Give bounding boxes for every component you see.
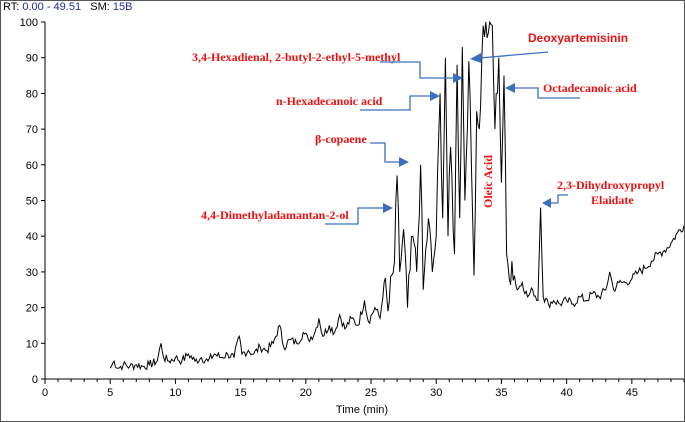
annotation-dihydroxypropyl: 2,3-Dihydroxypropyl [557,178,665,192]
arrow-deoxyartemisinin [479,51,549,59]
range-header: RT: 0.00 - 49.51 SM: 15B [3,1,132,13]
annotation-copaene: β-copaene [315,132,367,146]
y-tick-label: 50 [26,196,38,208]
y-tick-label: 40 [26,231,38,243]
arrow-hexadienal [380,61,455,79]
chromatogram-trace [109,20,685,371]
annotation-hexadienal: 3,4-Hexadienal, 2-butyl-2-ethyl-5-methyl [192,50,401,64]
arrow-hexadecanoic [360,95,431,111]
ticks: 0 5 10 15 20 25 30 35 40 45 0 10 20 30 40 50 60 70 80 90 100 [20,17,685,399]
y-tick-label: 20 [26,303,38,315]
arrow-elaidate-head [542,198,551,208]
sm-value: 15B [112,1,133,13]
annotation-hexadecanoic: n-Hexadecanoic acid [276,94,383,108]
y-tick-label: 10 [26,338,38,350]
x-tick-label: 5 [107,387,113,399]
rt-label: RT: [3,1,20,13]
y-tick-label: 30 [26,267,38,279]
y-tick-label: 90 [26,53,38,65]
sm-label: SM: [90,1,110,13]
x-tick-label: 45 [626,387,638,399]
annotation-arrows [325,51,580,225]
arrow-octadecanoic-head [505,83,515,93]
rt-value: 0.00 - 49.51 [22,1,82,13]
x-tick-label: 20 [300,387,312,399]
x-tick-label: 0 [42,387,48,399]
arrow-deoxyartemisinin-head [470,53,481,63]
y-tick-label: 0 [32,374,38,386]
annotation-deoxyartemisinin: Deoxyartemisinin [528,31,628,45]
arrow-elaidate [551,194,568,204]
x-tick-label: 30 [430,387,442,399]
arrow-dimethyladamantanol [325,207,384,225]
x-tick-label: 25 [365,387,377,399]
x-axis-title: Time (min) [336,404,388,416]
x-tick-label: 40 [561,387,573,399]
arrow-copaene [370,142,400,163]
x-tick-label: 10 [169,387,181,399]
arrow-copaene-head [399,157,409,167]
y-tick-label: 60 [26,160,38,172]
annotation-dimethyladamantanol: 4,4-Dimethyladamantan-2-ol [201,208,349,222]
y-tick-label: 100 [20,17,38,29]
x-tick-label: 15 [234,387,246,399]
y-tick-label: 70 [26,124,38,136]
annotation-elaidate: Elaidate [591,193,634,207]
x-tick-label: 35 [495,387,507,399]
arrow-octadecanoic [515,87,580,99]
arrow-hexadecanoic-head [430,91,440,101]
annotation-octadecanoic: Octadecanoic acid [543,81,637,95]
arrow-dimethyladamantanol-head [383,203,393,213]
arrow-hexadienal-head [453,73,463,83]
axes [44,22,684,380]
annotation-oleic-acid: Oleic Acid [481,155,495,208]
y-tick-label: 80 [26,88,38,100]
